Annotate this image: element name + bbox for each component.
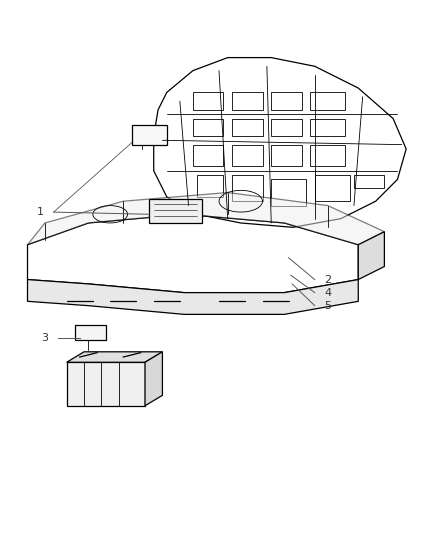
Bar [311,92,345,110]
Bar [271,144,302,166]
Text: 1: 1 [37,207,44,217]
Bar [232,118,262,136]
Bar [197,175,223,197]
Polygon shape [145,352,162,406]
Text: 3: 3 [42,333,49,343]
Bar [354,175,385,188]
Polygon shape [358,232,385,279]
Polygon shape [28,192,385,245]
Polygon shape [67,352,162,362]
Bar [232,175,262,201]
Polygon shape [67,362,145,406]
Bar [311,144,345,166]
Bar [149,199,201,223]
Bar [232,92,262,110]
Bar [132,125,167,144]
Bar [271,92,302,110]
Bar [75,325,106,341]
Bar [271,180,306,206]
Bar [232,144,262,166]
Text: 2: 2 [324,274,332,285]
Bar [193,92,223,110]
Polygon shape [28,279,358,314]
Text: 4: 4 [324,288,332,297]
Bar [193,118,223,136]
Bar [315,175,350,201]
Bar [311,118,345,136]
Bar [271,118,302,136]
Bar [193,144,223,166]
Text: 5: 5 [324,301,331,311]
